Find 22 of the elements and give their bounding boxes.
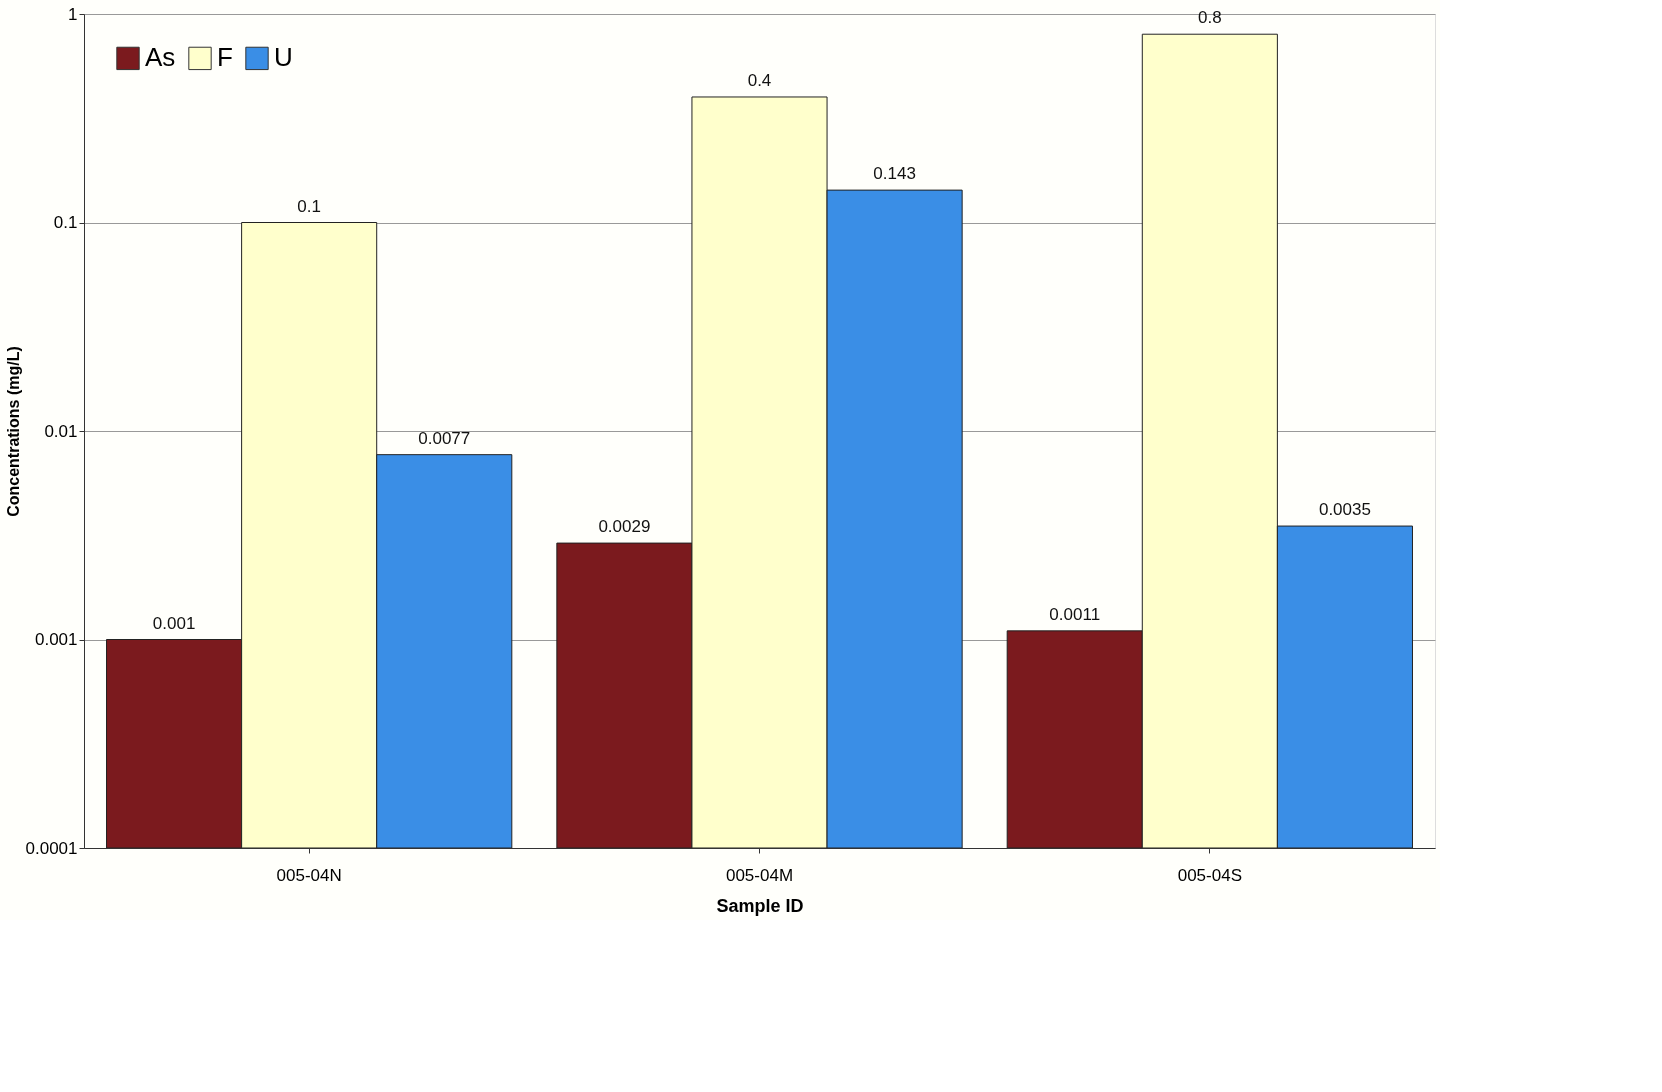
y-axis-title: Concentrations (mg/L)	[4, 346, 22, 517]
x-tick-label: 005-04M	[725, 865, 794, 885]
legend-label: U	[274, 42, 293, 73]
x-axis-title: Sample ID	[716, 895, 804, 916]
data-label: 0.001	[152, 613, 196, 633]
y-tick-label: 0.1	[53, 213, 78, 232]
y-tick-label: 0.0001	[25, 838, 78, 858]
data-label: 0.143	[873, 164, 916, 184]
legend-label: F	[217, 42, 233, 73]
y-tick-label: 0.001	[34, 630, 78, 649]
data-label: 0.0035	[1318, 500, 1371, 520]
data-label: 0.0011	[1049, 604, 1101, 624]
data-label: 0.8	[1198, 8, 1222, 28]
data-label: 0.0029	[598, 517, 651, 537]
data-label: 0.1	[297, 196, 321, 216]
data-label: 0.4	[747, 70, 772, 90]
legend-label: As	[145, 42, 176, 73]
y-tick-label: 0.01	[44, 421, 78, 441]
y-tick-label: 1	[68, 4, 78, 24]
x-tick-label: 005-04S	[1177, 865, 1242, 885]
x-tick-label: 005-04N	[276, 865, 342, 885]
data-label: 0.0077	[418, 428, 471, 448]
